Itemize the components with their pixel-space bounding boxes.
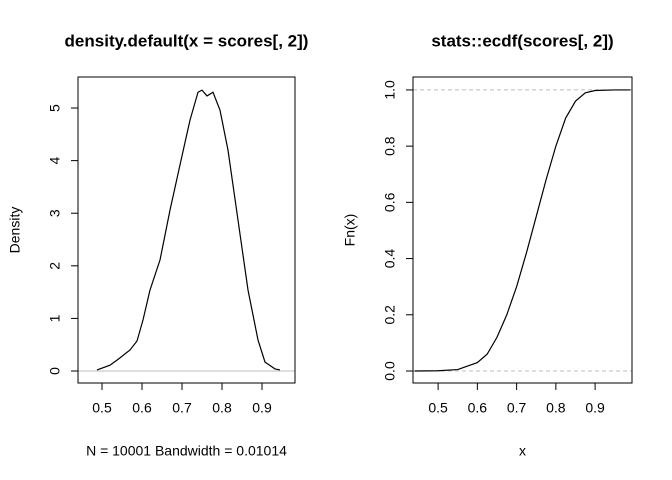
y-tick-label: 1.0 — [382, 80, 398, 100]
y-tick-label: 4 — [47, 157, 63, 165]
data-line — [96, 89, 281, 371]
x-tick-label: 0.9 — [585, 400, 605, 416]
x-tick-label: 0.8 — [546, 400, 566, 416]
y-tick-label: 0.2 — [382, 305, 398, 325]
y-tick-label: 0.0 — [382, 361, 398, 381]
y-tick-label: 1 — [47, 314, 63, 322]
x-axis-label: x — [519, 443, 526, 459]
x-axis-label: N = 10001 Bandwidth = 0.01014 — [86, 443, 287, 459]
x-tick-label: 0.7 — [507, 400, 527, 416]
x-tick-label: 0.7 — [172, 400, 192, 416]
x-tick-label: 0.5 — [428, 400, 448, 416]
y-tick-label: 0.4 — [382, 249, 398, 269]
x-tick-label: 0.6 — [468, 400, 488, 416]
y-tick-label: 3 — [47, 209, 63, 217]
y-tick-label: 0.8 — [382, 136, 398, 156]
x-tick-label: 0.5 — [92, 400, 112, 416]
y-tick-label: 0 — [47, 367, 63, 375]
plot-frame — [77, 76, 296, 384]
data-line — [414, 89, 631, 372]
y-tick-label: 2 — [47, 262, 63, 270]
y-axis-label: Density — [7, 207, 23, 254]
y-tick-label: 5 — [47, 104, 63, 112]
chart-title: density.default(x = scores[, 2]) — [65, 31, 309, 50]
chart-title: stats::ecdf(scores[, 2]) — [431, 31, 613, 50]
x-tick-label: 0.8 — [212, 400, 232, 416]
y-tick-label: 0.6 — [382, 192, 398, 212]
plot-frame — [412, 76, 633, 384]
x-tick-label: 0.6 — [132, 400, 152, 416]
y-axis-label: Fn(x) — [342, 214, 358, 247]
x-tick-label: 0.9 — [252, 400, 272, 416]
